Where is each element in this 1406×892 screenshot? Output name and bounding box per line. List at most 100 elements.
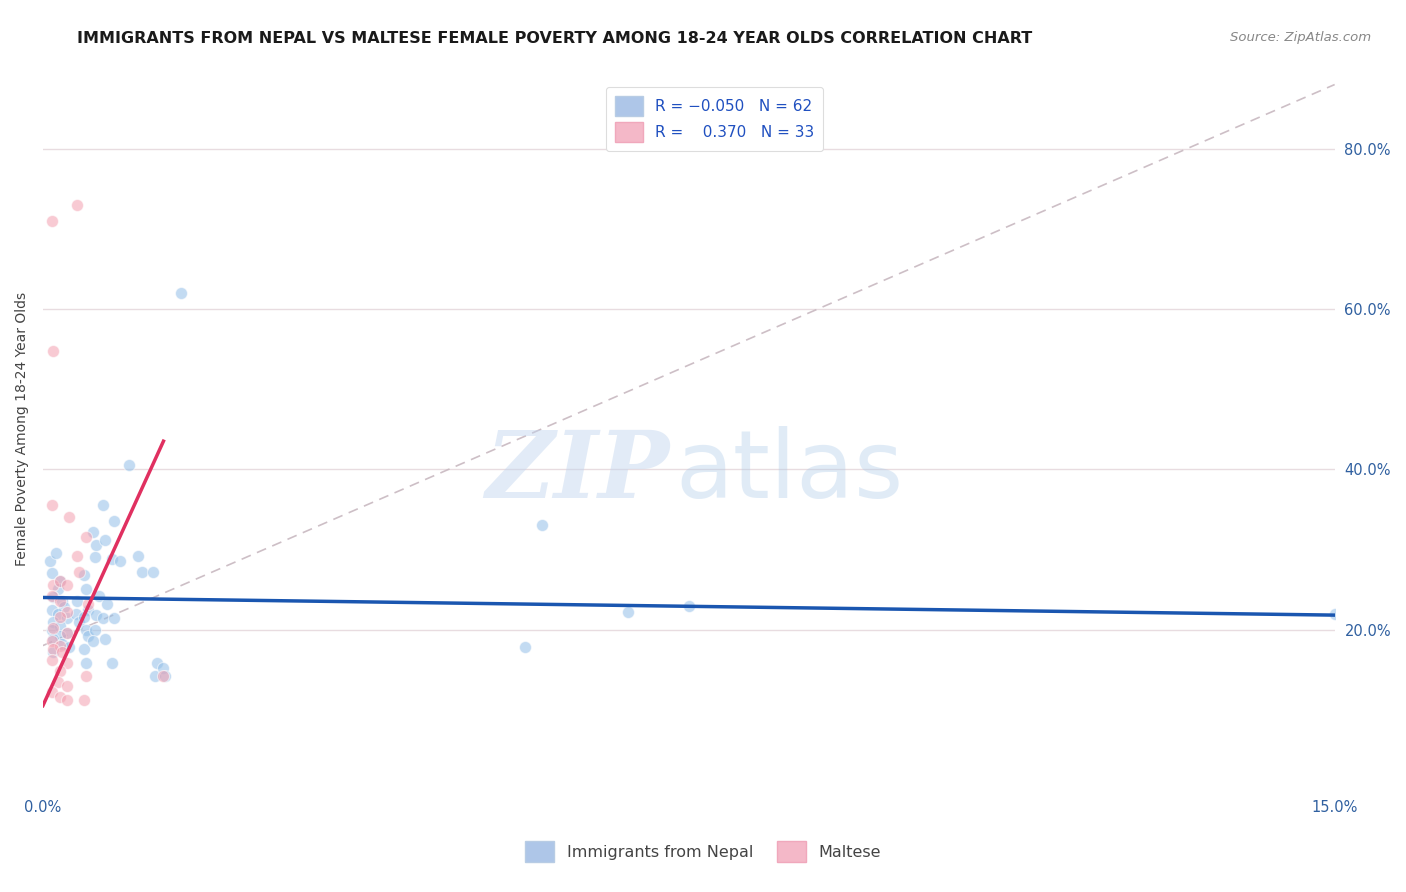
Point [73,693,96,707]
Legend: Immigrants from Nepal, Maltese: Immigrants from Nepal, Maltese [519,835,887,868]
Point [73,568,96,582]
Point [41,566,63,581]
Point [42,632,65,647]
Point [56,625,79,640]
Point [49,639,72,653]
Point [131,565,153,579]
Point [531,518,554,533]
Point [84,538,107,552]
Point [82,633,104,648]
Point [75,582,97,597]
Point [58,510,80,524]
Point [76,629,98,643]
Point [42,645,65,659]
Point [42,591,65,605]
Point [103,514,125,528]
Point [73,609,96,624]
Point [66,198,89,212]
Point [49,593,72,607]
Point [142,565,165,579]
Point [51,637,73,651]
Point [515,640,537,655]
Point [49,690,72,704]
Point [51,645,73,659]
Point [145,657,167,671]
Point [56,610,79,624]
Point [56,578,79,592]
Point [49,629,72,643]
Point [94,533,117,547]
Text: IMMIGRANTS FROM NEPAL VS MALTESE FEMALE POVERTY AMONG 18-24 YEAR OLDS CORRELATIO: IMMIGRANTS FROM NEPAL VS MALTESE FEMALE … [77,31,1032,46]
Point [49,618,72,632]
Point [75,669,97,683]
Text: ZIP: ZIP [485,427,669,517]
Point [56,657,79,671]
Point [51,594,73,608]
Point [75,623,97,637]
Point [75,657,97,671]
Point [66,549,89,563]
Text: Source: ZipAtlas.com: Source: ZipAtlas.com [1230,31,1371,45]
Point [42,615,65,629]
Point [56,625,79,640]
Point [101,552,124,566]
Point [153,669,176,683]
Point [56,693,79,707]
Point [48,607,70,621]
Point [170,285,193,300]
Point [103,610,125,624]
Y-axis label: Female Poverty Among 18-24 Year Olds: Female Poverty Among 18-24 Year Olds [15,292,30,566]
Point [41,653,63,667]
Point [66,593,89,607]
Point [143,669,166,683]
Point [49,609,72,624]
Point [67,565,90,579]
Point [84,608,107,623]
Point [101,657,124,671]
Point [678,599,700,613]
Point [49,574,72,589]
Point [42,577,65,591]
Point [76,597,98,611]
Point [53,600,76,615]
Point [48,674,70,689]
Point [75,530,97,544]
Point [56,679,79,693]
Point [56,605,79,619]
Point [41,589,63,603]
Point [110,554,132,568]
Point [152,661,174,675]
Point [49,574,72,589]
Point [41,498,63,512]
Point [91,498,114,512]
Point [87,589,110,603]
Point [41,603,63,617]
Text: atlas: atlas [676,426,904,518]
Point [49,664,72,678]
Point [41,214,63,228]
Point [48,582,70,597]
Point [42,641,65,656]
Point [82,524,104,539]
Point [91,610,114,624]
Point [1323,607,1346,621]
Point [127,549,149,563]
Point [65,607,87,621]
Legend: R = −0.050   N = 62, R =    0.370   N = 33: R = −0.050 N = 62, R = 0.370 N = 33 [606,87,824,151]
Point [73,641,96,656]
Point [41,623,63,637]
Point [152,669,174,683]
Point [96,597,118,611]
Point [76,602,98,616]
Point [94,632,117,647]
Point [45,546,67,560]
Point [58,640,80,655]
Point [42,621,65,635]
Point [83,550,105,565]
Point [83,623,105,637]
Point [38,554,60,568]
Point [617,605,640,619]
Point [41,685,63,699]
Point [118,458,141,473]
Point [67,615,90,629]
